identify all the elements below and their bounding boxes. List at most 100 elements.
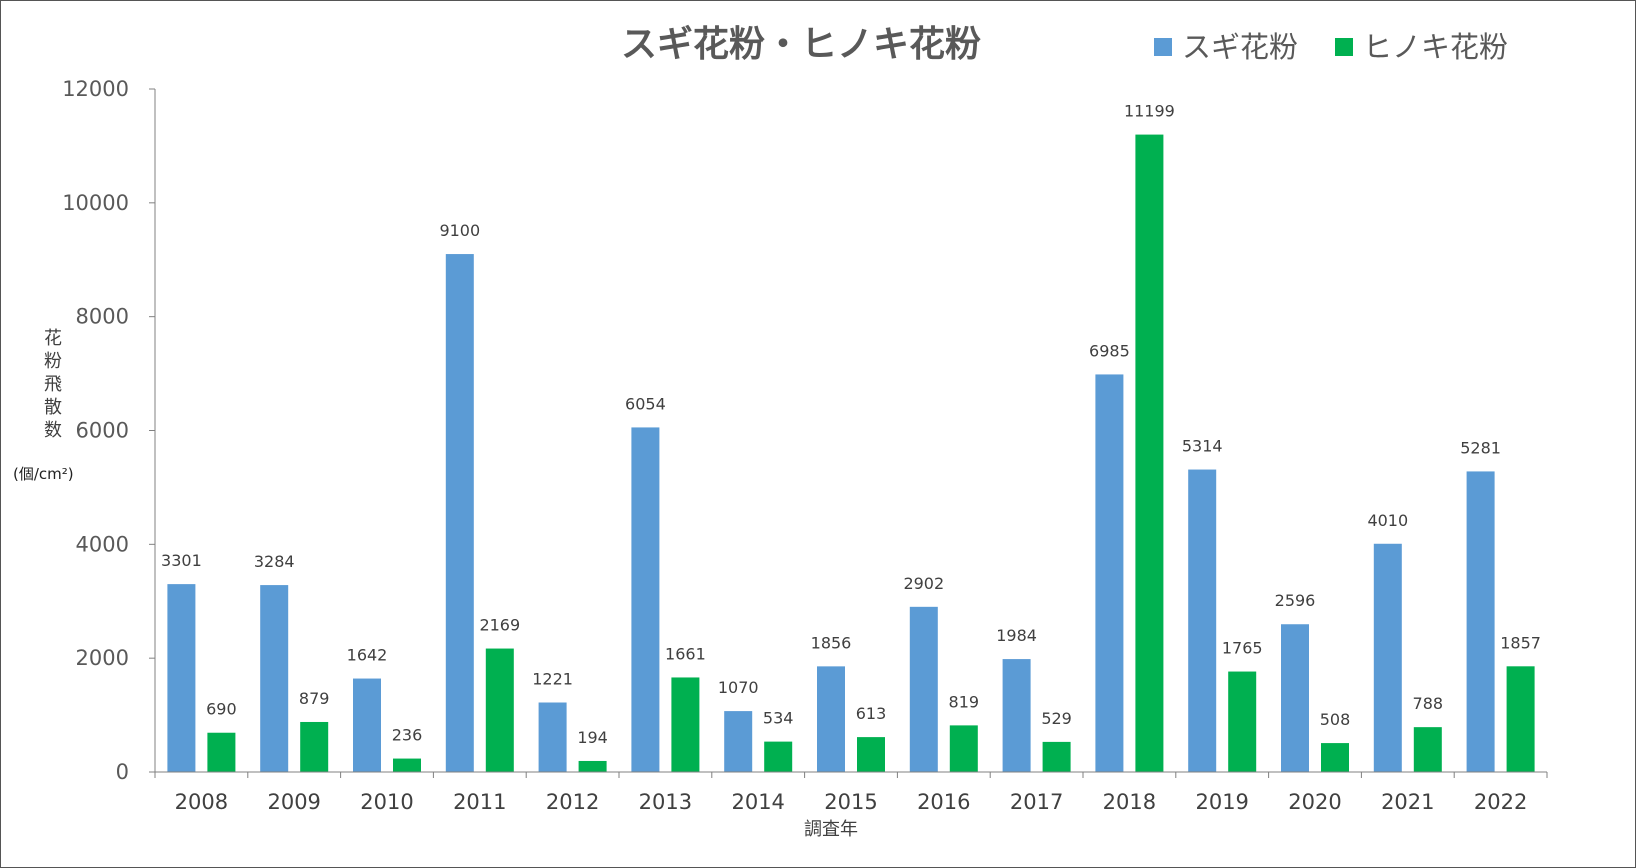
data-label: 11199: [1124, 102, 1175, 121]
bar-hinoki: [1135, 134, 1164, 772]
data-label: 1856: [811, 633, 852, 652]
bar-sugi: [1095, 374, 1124, 772]
legend-label-hinoki: ヒノキ花粉: [1363, 30, 1508, 64]
bar-sugi: [1373, 543, 1402, 772]
bar-sugi: [445, 254, 474, 772]
y-tick-label: 2000: [76, 646, 129, 670]
bar-sugi: [817, 666, 845, 772]
data-label: 1221: [532, 670, 573, 689]
x-tick-label: 2015: [824, 790, 877, 814]
data-label: 2596: [1275, 591, 1316, 610]
data-labels: 3301 3284 1642 9100 1221 6054 1070 1856 2902 1984…: [161, 102, 1541, 747]
bar-hinoki: [671, 677, 700, 772]
y-axis-title-char: 花: [44, 328, 62, 349]
data-label: 1765: [1222, 639, 1263, 658]
data-label: 6054: [625, 394, 666, 413]
x-tick-label: 2009: [267, 790, 320, 814]
y-axis-ticks: 0 2000 4000 6000 8000 10000 12000: [62, 77, 156, 784]
x-tick-label: 2022: [1474, 790, 1527, 814]
x-tick-label: 2014: [731, 790, 784, 814]
data-label: 613: [856, 704, 887, 723]
bar-hinoki: [1228, 671, 1257, 772]
data-label: 508: [1320, 710, 1351, 729]
y-axis-title-char: 粉: [44, 351, 62, 372]
data-label: 1070: [718, 678, 759, 697]
bar-sugi: [353, 678, 381, 772]
data-label: 5281: [1460, 438, 1501, 457]
data-label: 534: [763, 709, 794, 728]
y-axis-unit: (個/cm²): [13, 465, 74, 483]
data-label: 2902: [903, 574, 944, 593]
x-tick-label: 2016: [917, 790, 970, 814]
bar-hinoki: [764, 741, 793, 772]
data-label: 529: [1041, 709, 1072, 728]
bar-sugi: [260, 585, 289, 772]
bar-hinoki: [300, 721, 329, 772]
y-tick-label: 6000: [76, 419, 129, 443]
x-tick-label: 2013: [639, 790, 692, 814]
legend: スギ花粉 ヒノキ花粉: [1154, 30, 1508, 64]
x-tick-label: 2018: [1103, 790, 1156, 814]
data-label: 879: [299, 689, 330, 708]
y-axis-title-char: 飛: [44, 374, 62, 395]
data-label: 1857: [1500, 633, 1541, 652]
y-tick-label: 0: [116, 760, 129, 784]
bar-hinoki: [207, 732, 236, 772]
bar-sugi: [724, 711, 753, 772]
data-label: 1661: [665, 644, 706, 663]
data-label: 6985: [1089, 341, 1130, 360]
x-tick-label: 2021: [1381, 790, 1434, 814]
bar-sugi: [1466, 471, 1495, 772]
bar-hinoki: [1321, 743, 1349, 772]
bar-sugi: [1002, 659, 1031, 772]
bar-hinoki: [485, 648, 514, 772]
bar-hinoki: [1506, 666, 1535, 772]
bars: [167, 134, 1535, 772]
data-label: 3301: [161, 551, 202, 570]
bar-sugi: [631, 427, 660, 772]
x-tick-label: 2019: [1195, 790, 1248, 814]
x-axis: 2008 2009 2010 2011 2012 2013 2014 2015 2016 2017…: [154, 771, 1548, 814]
x-tick-label: 2012: [546, 790, 599, 814]
data-label: 9100: [439, 221, 480, 240]
x-axis-title: 調査年: [804, 819, 858, 840]
y-axis-title-char: 数: [44, 420, 62, 441]
data-label: 194: [577, 728, 608, 747]
y-tick-label: 10000: [62, 191, 129, 215]
x-tick-label: 2008: [175, 790, 228, 814]
bar-sugi: [1281, 624, 1309, 772]
data-label: 1984: [996, 626, 1037, 645]
data-label: 2169: [479, 616, 520, 635]
x-tick-label: 2017: [1010, 790, 1063, 814]
data-label: 690: [206, 700, 237, 719]
bar-hinoki: [578, 760, 607, 772]
data-label: 4010: [1367, 511, 1408, 530]
y-axis-title-char: 散: [44, 397, 62, 418]
x-tick-label: 2020: [1288, 790, 1341, 814]
bar-sugi: [909, 606, 938, 772]
bar-hinoki: [393, 758, 421, 772]
data-label: 1642: [347, 646, 388, 665]
legend-label-sugi: スギ花粉: [1182, 30, 1298, 64]
bar-hinoki: [1042, 741, 1071, 772]
bar-sugi: [167, 584, 196, 772]
chart-title: スギ花粉・ヒノキ花粉: [621, 24, 981, 65]
bar-sugi: [538, 702, 567, 772]
data-label: 5314: [1182, 437, 1223, 456]
y-tick-label: 8000: [76, 305, 129, 329]
data-label: 236: [392, 726, 423, 745]
x-tick-label: 2011: [453, 790, 506, 814]
legend-swatch-hinoki: [1335, 38, 1353, 56]
bar-hinoki: [1413, 727, 1442, 772]
x-tick-label: 2010: [360, 790, 413, 814]
legend-swatch-sugi: [1154, 38, 1172, 56]
y-tick-label: 4000: [76, 532, 129, 556]
data-label: 788: [1413, 694, 1444, 713]
bar-hinoki: [949, 725, 978, 772]
bar-sugi: [1188, 469, 1217, 772]
y-tick-label: 12000: [62, 77, 129, 101]
data-label: 819: [949, 692, 980, 711]
bar-hinoki: [857, 737, 885, 772]
